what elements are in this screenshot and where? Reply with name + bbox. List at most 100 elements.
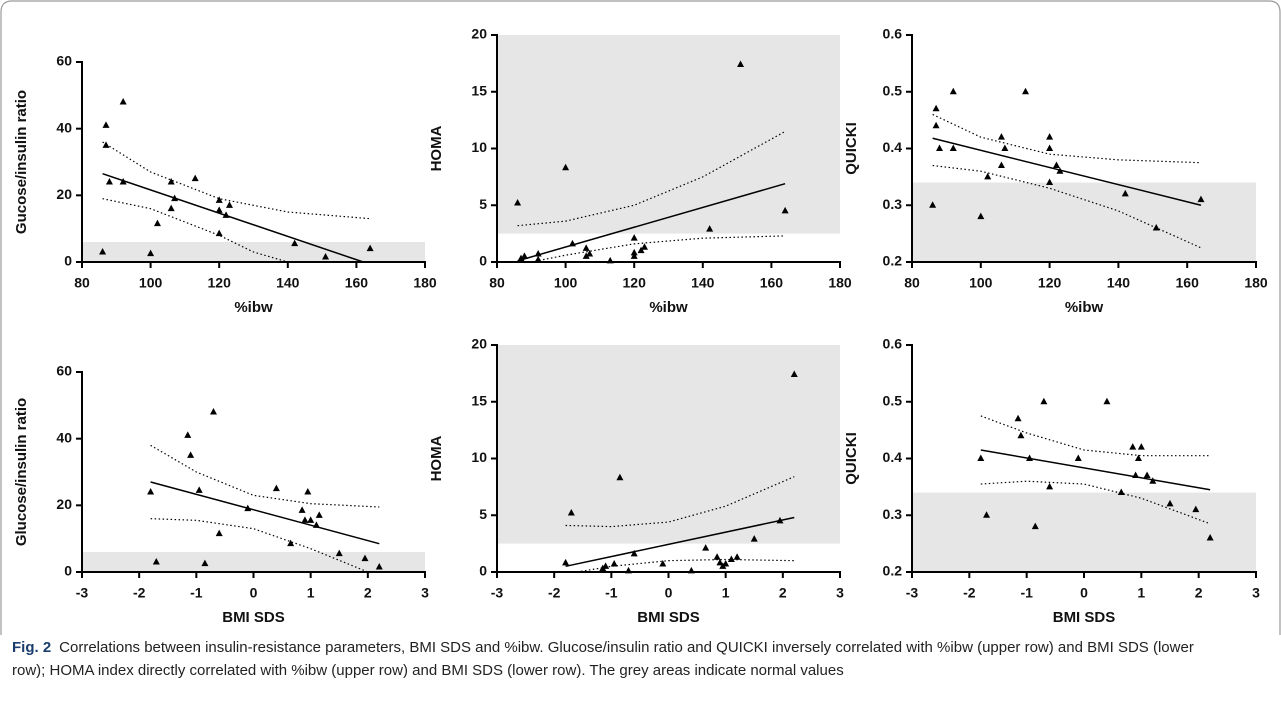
y-tick-label: 0.4 — [883, 139, 903, 155]
y-tick-label: 0 — [479, 563, 487, 579]
data-point — [1046, 133, 1054, 140]
data-point — [1014, 414, 1022, 422]
y-tick-label: 60 — [56, 53, 72, 69]
caption: Fig. 2 Correlations between insulin-resis… — [12, 636, 1227, 682]
data-point — [562, 558, 570, 566]
data-point — [301, 516, 309, 523]
data-point — [750, 535, 758, 542]
data-point — [790, 370, 798, 378]
data-point — [737, 60, 745, 68]
x-tick-label: 80 — [74, 275, 90, 291]
data-point — [1143, 471, 1151, 479]
data-point — [1046, 178, 1054, 186]
ci-upper — [980, 415, 1211, 457]
panel: 0 5 10 15 20 -3 -2 -1 0 1 2 3 BMI SDS HOMA — [428, 336, 844, 626]
regression-line — [102, 172, 364, 263]
data-point — [630, 234, 638, 241]
x-tick-label: -2 — [548, 585, 561, 601]
data-point — [687, 566, 695, 574]
y-tick-label: 10 — [471, 449, 487, 465]
x-tick-label: -1 — [605, 585, 618, 601]
data-point — [167, 204, 175, 212]
caption-label: Fig. 2 — [12, 639, 52, 656]
data-point — [298, 506, 306, 513]
data-point — [630, 549, 638, 557]
data-point — [1129, 443, 1137, 450]
data-point — [1103, 397, 1111, 405]
data-point — [1046, 144, 1054, 151]
data-point — [932, 104, 940, 112]
y-tick-label: 0.5 — [883, 82, 903, 98]
normal-range — [912, 492, 1256, 572]
x-tick-label: 140 — [276, 275, 300, 291]
x-axis-title: BMI SDS — [637, 609, 700, 626]
ci-lower — [102, 198, 288, 263]
data-point — [1134, 454, 1142, 461]
frame — [0, 0, 1281, 640]
data-point — [361, 554, 369, 562]
data-point — [1149, 477, 1157, 484]
data-point — [936, 144, 944, 151]
x-tick-label: -2 — [963, 585, 976, 601]
regression-line — [932, 137, 1202, 206]
data-point — [727, 555, 735, 563]
y-axis-title: QUICKI — [843, 432, 860, 485]
x-tick-label: 0 — [1080, 585, 1088, 601]
y-axis-title: QUICKI — [843, 122, 860, 175]
ci-upper — [932, 113, 1201, 164]
data-point — [1022, 87, 1030, 95]
data-point — [776, 516, 784, 524]
data-point — [602, 562, 610, 569]
data-point — [272, 484, 280, 492]
x-axis-title: %ibw — [234, 299, 273, 316]
data-point — [997, 133, 1005, 140]
data-point — [1132, 471, 1140, 479]
data-point — [610, 560, 618, 567]
x-tick-label: 120 — [623, 275, 647, 291]
y-tick-label: 0.6 — [883, 336, 903, 352]
y-tick-label: 0 — [64, 253, 72, 269]
data-point — [1026, 454, 1034, 461]
x-tick-label: 100 — [969, 275, 993, 291]
data-point — [984, 172, 992, 180]
data-point — [716, 558, 724, 566]
data-point — [1040, 397, 1048, 405]
data-point — [586, 250, 594, 257]
x-tick-label: 1 — [1137, 585, 1145, 601]
data-point — [195, 486, 203, 493]
data-point — [582, 252, 590, 259]
data-point — [119, 98, 127, 105]
data-point — [706, 225, 714, 232]
x-tick-label: 160 — [760, 275, 784, 291]
data-point — [568, 239, 576, 247]
x-tick-label: 0 — [665, 585, 673, 601]
ci-lower — [150, 518, 369, 573]
data-point — [949, 87, 957, 95]
data-point — [119, 178, 127, 185]
data-point — [624, 566, 632, 574]
data-point — [640, 243, 648, 250]
data-point — [222, 211, 230, 218]
y-tick-label: 0.2 — [883, 253, 903, 269]
data-point — [215, 229, 223, 237]
x-tick-label: 160 — [1176, 275, 1200, 291]
x-tick-label: 120 — [208, 275, 232, 291]
y-tick-label: 10 — [471, 139, 487, 155]
x-tick-label: 80 — [489, 275, 505, 291]
data-point — [637, 246, 645, 254]
data-point — [1117, 488, 1125, 496]
data-point — [307, 516, 315, 523]
data-point — [201, 559, 209, 567]
data-point — [1046, 482, 1054, 490]
y-tick-label: 5 — [479, 506, 487, 522]
data-point — [102, 141, 110, 148]
x-tick-label: 160 — [345, 275, 369, 291]
x-tick-label: 3 — [1252, 585, 1260, 601]
ci-lower — [932, 164, 1202, 249]
y-axis-title: HOMA — [428, 125, 445, 171]
data-point — [191, 174, 199, 182]
x-tick-label: 80 — [904, 275, 920, 291]
data-point — [606, 256, 614, 264]
data-point — [514, 198, 522, 206]
y-tick-label: 20 — [471, 336, 487, 352]
